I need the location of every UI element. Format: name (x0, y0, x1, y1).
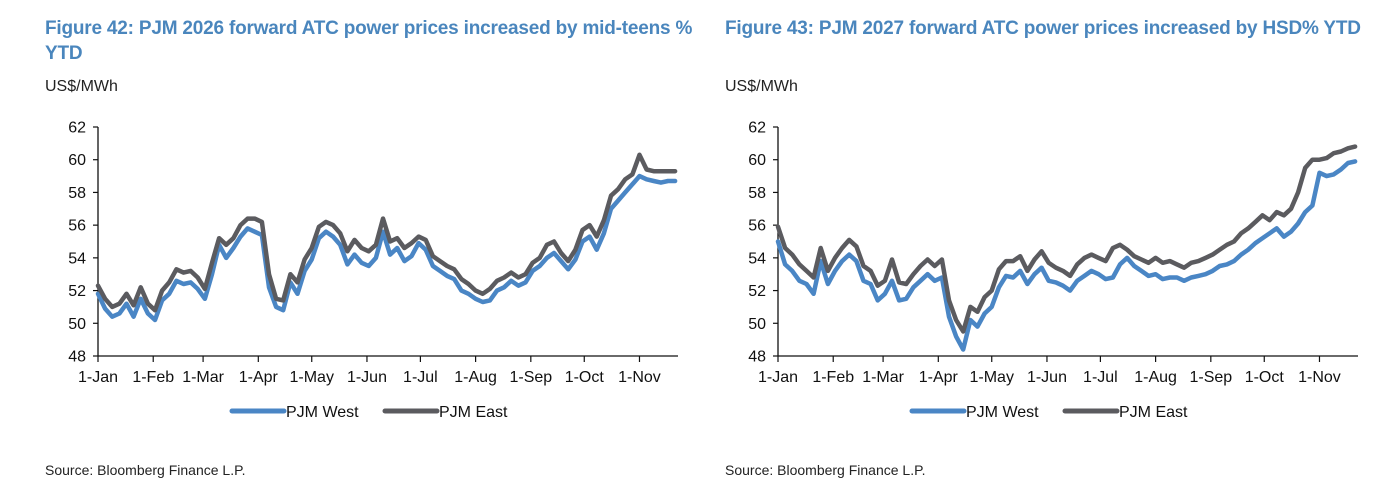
chart-title: Figure 43: PJM 2027 forward ATC power pr… (725, 18, 1361, 39)
figure-43-panel: Figure 43: PJM 2027 forward ATC power pr… (680, 0, 1361, 499)
y-tick-label: 50 (68, 316, 86, 333)
y-tick-label: 60 (748, 152, 766, 169)
y-tick-label: 54 (68, 250, 86, 267)
legend-label: PJM West (286, 404, 359, 421)
series-line-pjm-west (95, 173, 678, 323)
y-tick-label: 52 (748, 283, 766, 300)
y-axis-unit-label: US$/MWh (725, 78, 798, 95)
series-line-pjm-east (775, 144, 1358, 334)
x-tick-label: 1-Nov (618, 369, 661, 386)
chart-title: Figure 42: PJM 2026 forward ATC power pr… (45, 18, 693, 64)
x-tick-label: 1-Feb (812, 369, 854, 386)
x-tick-label: 1-Oct (1245, 369, 1285, 386)
y-tick-label: 60 (68, 152, 86, 169)
legend-label: PJM East (439, 404, 508, 421)
x-tick-label: 1-Aug (1134, 369, 1177, 386)
y-tick-label: 48 (68, 349, 86, 366)
chart-figure-42: 48 50 52 54 56 58 60 62 1-Jan 1-Feb 1-Mar 1-Apr 1-Ma… (68, 120, 678, 421)
y-tick-label: 62 (748, 120, 766, 137)
y-tick-label: 58 (748, 185, 766, 202)
series-line-pjm-west (775, 159, 1358, 352)
x-tick-label: 1-Sep (509, 369, 552, 386)
chart-figure-43: 48 50 52 54 56 58 60 62 1-Jan 1-Feb 1-Mar 1-Apr 1-Ma… (748, 120, 1358, 421)
y-tick-label: 56 (748, 218, 766, 235)
y-tick-label: 58 (68, 185, 86, 202)
y-tick-label: 48 (748, 349, 766, 366)
x-tick-label: 1-Mar (182, 369, 224, 386)
y-axis-unit-label: US$/MWh (45, 78, 118, 95)
x-tick-label: 1-Apr (239, 369, 279, 386)
x-tick-label: 1-May (970, 369, 1014, 386)
legend-label: PJM West (966, 404, 1039, 421)
x-tick-label: 1-May (290, 369, 334, 386)
figure-42-panel: Figure 42: PJM 2026 forward ATC power pr… (0, 0, 692, 499)
x-tick-label: 1-Jan (78, 369, 118, 386)
x-tick-label: 1-Jan (758, 369, 798, 386)
x-tick-label: 1-Jun (347, 369, 387, 386)
series-line-pjm-east (95, 152, 678, 313)
x-tick-label: 1-Nov (1298, 369, 1341, 386)
x-tick-label: 1-Apr (919, 369, 959, 386)
x-tick-label: 1-Jul (1083, 369, 1118, 386)
source-note: Source: Bloomberg Finance L.P. (725, 462, 926, 478)
y-tick-label: 56 (68, 218, 86, 235)
y-tick-label: 52 (68, 283, 86, 300)
x-tick-label: 1-Jul (403, 369, 438, 386)
x-tick-label: 1-Oct (565, 369, 605, 386)
x-tick-label: 1-Mar (862, 369, 904, 386)
legend-label: PJM East (1119, 404, 1188, 421)
x-tick-label: 1-Aug (454, 369, 497, 386)
x-tick-label: 1-Jun (1027, 369, 1067, 386)
x-tick-label: 1-Feb (132, 369, 174, 386)
y-tick-label: 62 (68, 120, 86, 137)
y-tick-label: 54 (748, 250, 766, 267)
x-tick-label: 1-Sep (1189, 369, 1232, 386)
source-note: Source: Bloomberg Finance L.P. (45, 462, 246, 478)
y-tick-label: 50 (748, 316, 766, 333)
